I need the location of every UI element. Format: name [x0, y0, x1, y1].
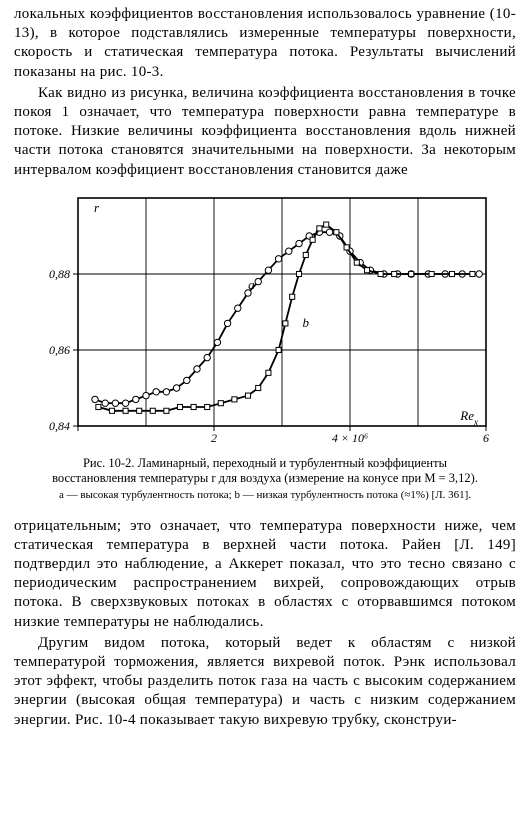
paragraph-1: локальных коэффициентов восстановления и…	[14, 5, 516, 82]
svg-text:2: 2	[211, 431, 217, 445]
svg-text:6: 6	[483, 431, 489, 445]
figure-subcaption: a — высокая турбулентность потока; b — н…	[54, 489, 476, 503]
paragraph-3: отрицательным; это означает, что темпера…	[14, 517, 516, 632]
svg-text:0,88: 0,88	[49, 267, 70, 281]
svg-text:b: b	[303, 315, 310, 330]
figure-caption: Рис. 10-2. Ламинарный, переходный и турб…	[42, 456, 488, 487]
recovery-factor-chart: 0,840,860,8824 × 10⁶6rRexab	[30, 190, 500, 452]
paragraph-2: Как видно из рисунка, величина коэффицие…	[14, 84, 516, 180]
svg-text:a: a	[248, 277, 255, 292]
paragraph-4: Другим видом потока, который ведет к обл…	[14, 634, 516, 730]
svg-text:0,84: 0,84	[49, 419, 70, 433]
svg-text:0,86: 0,86	[49, 343, 70, 357]
figure-10-2: 0,840,860,8824 × 10⁶6rRexab	[14, 190, 516, 452]
svg-text:4 × 10⁶: 4 × 10⁶	[332, 431, 368, 445]
